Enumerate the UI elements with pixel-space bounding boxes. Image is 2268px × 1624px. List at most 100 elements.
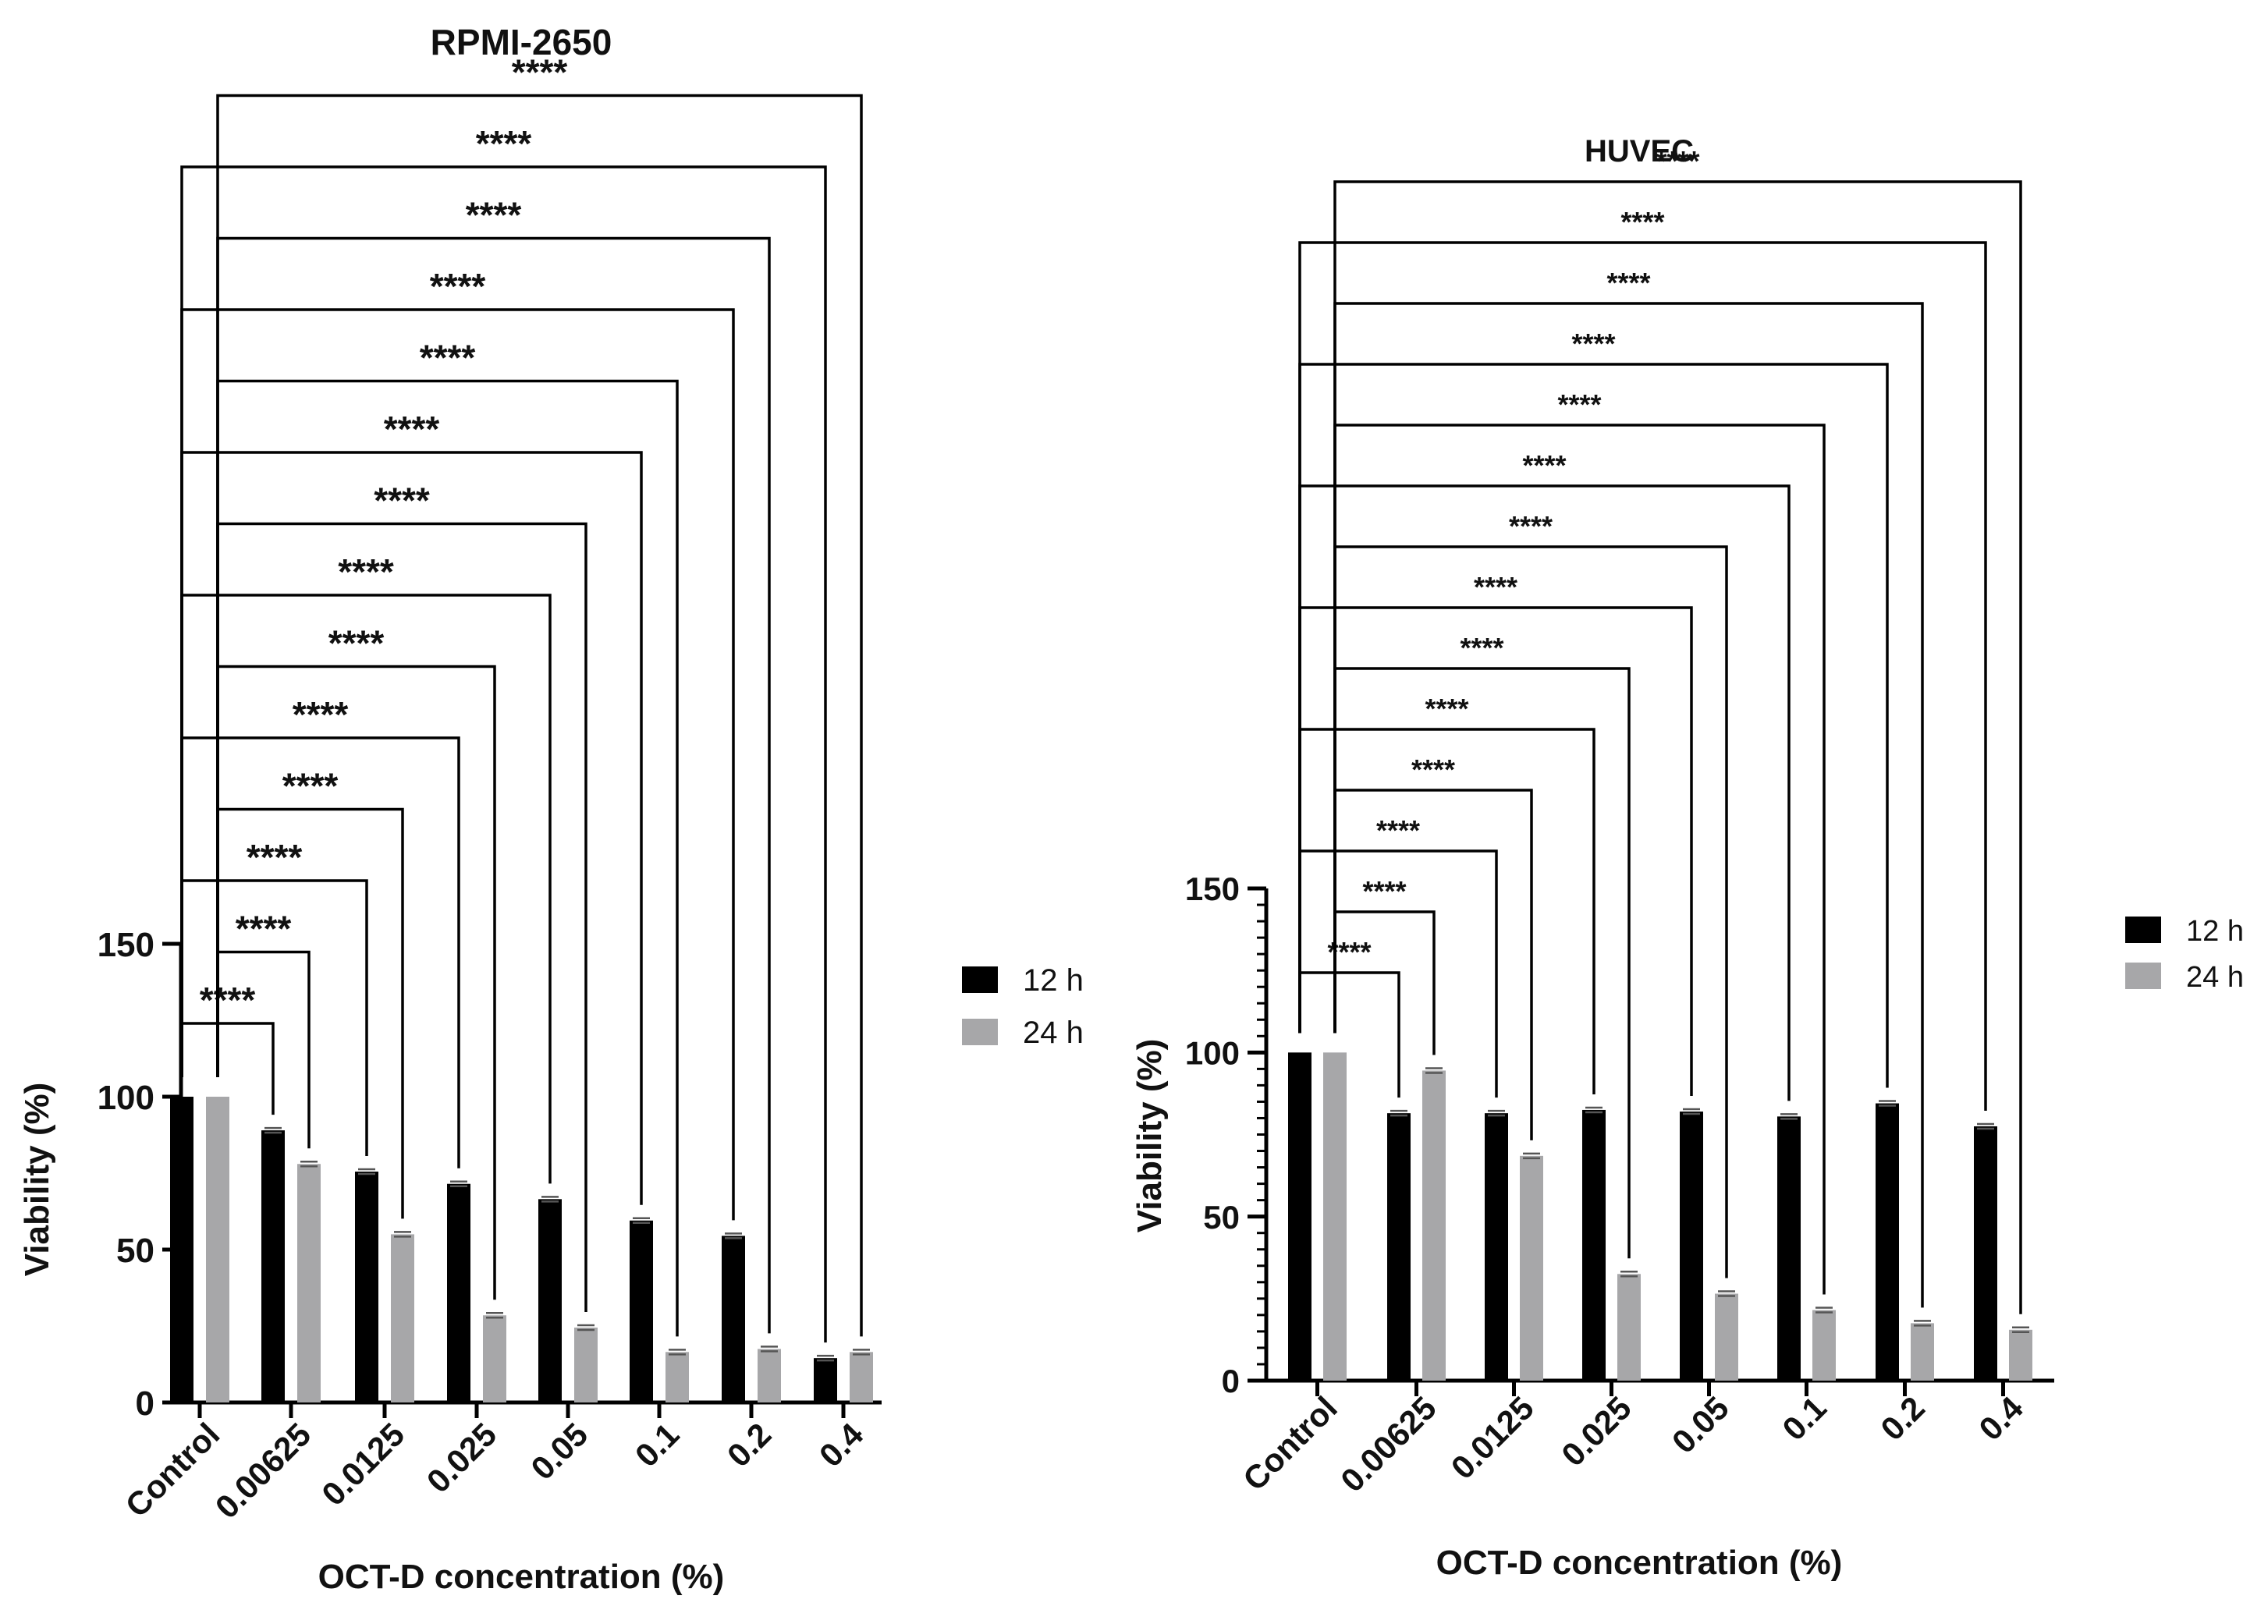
bar-12h-0.2 [1876,1103,1899,1381]
y-tick-label: 50 [1203,1199,1240,1236]
significance-stars: **** [420,338,476,378]
bar-24h-0.025 [483,1315,506,1402]
legend-label: 24 h [1023,1016,1084,1050]
bar-24h-0.2 [758,1349,781,1402]
bar-12h-0.05 [1680,1112,1703,1381]
significance-stars: **** [1606,267,1650,299]
legend-swatch-24h [962,1019,998,1045]
x-category-label: 0.025 [420,1416,504,1500]
y-tick-label: 0 [1222,1363,1240,1399]
significance-stars: **** [1460,632,1503,664]
bar-12h-0.4 [1974,1126,1997,1381]
significance-stars: **** [1620,206,1664,238]
bar-12h-0.4 [814,1358,837,1402]
y-axis-title: Viability (%) [18,1083,56,1277]
x-category-label: 0.025 [1554,1389,1638,1473]
significance-stars: **** [282,766,339,807]
significance-bracket [1333,910,1436,1055]
significance-stars: **** [1425,693,1468,725]
bar-24h-0.1 [665,1352,689,1402]
x-axis-title: OCT-D concentration (%) [318,1558,725,1596]
chart-panel-rpmi-2650: RPMI-2650 0 50 100 150 Viability (%) OCT-D con… [18,22,1084,1596]
legend: 12 h 24 h [2125,915,2244,994]
chart-title: RPMI-2650 [431,22,612,62]
bar-12h-Control [1288,1052,1311,1381]
significance-stars: **** [293,694,349,735]
x-category-label: 0.0125 [314,1416,411,1512]
significance-bracket [216,94,863,1337]
significance-stars: **** [200,980,256,1020]
x-category-label: Control [1236,1389,1344,1498]
x-category-label: 0.1 [628,1416,687,1474]
x-axis-title: OCT-D concentration (%) [1436,1544,1843,1582]
significance-stars: **** [1656,145,1699,177]
x-category-label: 0.05 [524,1416,595,1487]
legend-swatch-24h [2125,963,2161,989]
significance-stars: **** [247,837,303,878]
bar-12h-0.00625 [261,1130,285,1402]
y-tick-label: 0 [136,1385,154,1423]
significance-stars: **** [338,551,394,592]
x-category-label: 0.05 [1665,1389,1736,1460]
significance-stars: **** [1474,571,1517,603]
x-category-label: 0.1 [1775,1389,1833,1448]
bar-24h-0.05 [574,1327,598,1402]
x-category-label: 0.0125 [1444,1389,1541,1486]
bar-24h-0.025 [1617,1274,1641,1381]
x-category-label: 0.00625 [1333,1389,1443,1499]
significance-stars: **** [1571,328,1615,360]
x-category-label: 0.4 [812,1416,871,1474]
y-tick-label: 150 [1185,871,1240,907]
y-tick-label: 100 [1185,1034,1240,1071]
bar-12h-0.025 [447,1183,470,1402]
significance-bracket [1333,180,2022,1314]
y-tick-label: 50 [116,1232,154,1270]
significance-stars: **** [1362,875,1406,907]
significance-bracket [1298,971,1400,1098]
x-category-label: Control [119,1416,227,1524]
significance-stars: **** [466,195,522,236]
chart-title: HUVEC [1585,134,1694,168]
x-category-label: 0.00625 [208,1416,318,1526]
legend: 12 h 24 h [962,963,1084,1050]
bar-12h-0.0125 [355,1172,378,1402]
legend-swatch-12h [962,966,998,993]
bar-24h-Control [1323,1052,1347,1381]
significance-stars: **** [512,52,568,93]
bar-12h-0.1 [1777,1116,1801,1381]
bar-12h-Control [170,1097,193,1402]
x-category-label: 0.2 [1873,1389,1932,1448]
chart-panel-huvec: HUVEC 0 50 100 150 Viability (%) OCT-D concent… [1130,134,2244,1582]
significance-stars: **** [384,409,440,449]
x-category-label: 0.2 [720,1416,779,1474]
significance-stars: **** [430,266,486,307]
significance-stars: **** [1522,449,1566,481]
bar-24h-0.4 [2009,1329,2032,1381]
bar-12h-0.025 [1582,1109,1606,1381]
significance-stars: **** [1557,388,1601,420]
y-axis-title: Viability (%) [1130,1039,1169,1233]
significance-stars: **** [236,909,292,949]
significance-stars: **** [476,123,532,164]
bar-24h-0.1 [1812,1310,1836,1381]
bar-12h-0.2 [722,1236,745,1402]
significance-stars: **** [1376,814,1420,846]
significance-bracket [1298,241,1987,1111]
significance-stars: **** [328,623,385,664]
bar-12h-0.1 [630,1220,653,1402]
significance-bracket [1298,484,1791,1101]
bar-24h-0.2 [1911,1323,1934,1381]
y-tick-label: 100 [98,1079,154,1117]
x-category-label: 0.4 [1972,1389,2030,1448]
bar-24h-0.4 [850,1352,873,1402]
bar-12h-0.00625 [1387,1113,1411,1381]
bar-24h-0.0125 [1520,1155,1543,1381]
legend-label: 12 h [1023,963,1084,998]
significance-stars: **** [1509,510,1553,542]
bar-24h-0.0125 [391,1234,414,1402]
bar-24h-0.00625 [1422,1070,1446,1381]
significance-stars: **** [1411,753,1455,785]
bar-24h-0.00625 [297,1164,321,1402]
significance-bracket [180,165,827,1343]
